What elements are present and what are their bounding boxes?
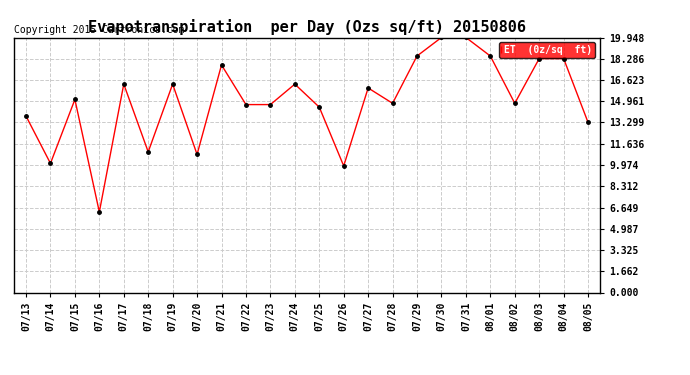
Title: Evapotranspiration  per Day (Ozs sq/ft) 20150806: Evapotranspiration per Day (Ozs sq/ft) 2… bbox=[88, 19, 526, 35]
Text: Copyright 2015 Cartronics.com: Copyright 2015 Cartronics.com bbox=[14, 25, 184, 35]
Legend: ET  (0z/sq  ft): ET (0z/sq ft) bbox=[499, 42, 595, 58]
